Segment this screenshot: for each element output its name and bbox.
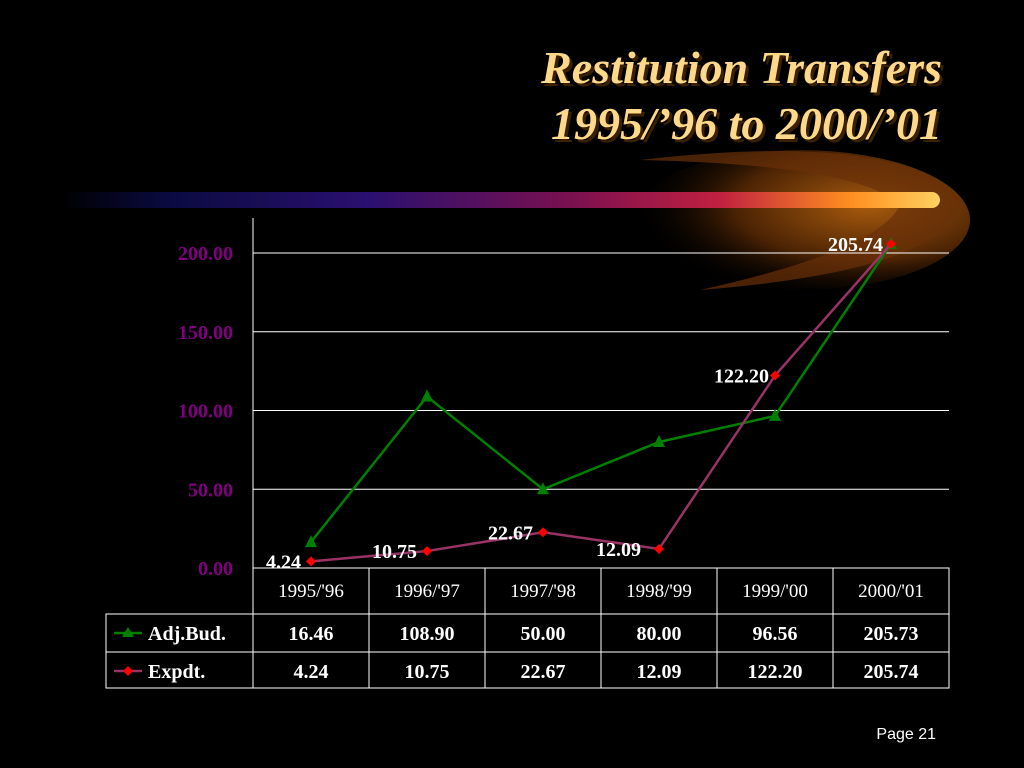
data-label: 4.24 xyxy=(266,551,301,573)
data-table-cell: 16.46 xyxy=(289,623,334,645)
data-point-expdt xyxy=(770,370,780,381)
data-point-expdt xyxy=(306,556,316,567)
data-label: 12.09 xyxy=(596,539,641,561)
data-point-expdt xyxy=(886,238,896,249)
data-label: 122.20 xyxy=(714,366,769,388)
data-point-expdt xyxy=(654,543,664,554)
x-category-label: 1995/'96 xyxy=(278,581,344,602)
data-table-cell: 80.00 xyxy=(637,623,682,645)
data-table-cell: 50.00 xyxy=(521,623,566,645)
data-point-adj-bud xyxy=(305,535,317,548)
title-line-2: 1995/’96 to 2000/’01 xyxy=(551,98,942,149)
y-tick-label: 0.00 xyxy=(198,558,233,580)
x-category-label: 1996/'97 xyxy=(394,581,460,602)
legend-label: Adj.Bud. xyxy=(148,623,226,645)
data-table-cell: 4.24 xyxy=(294,661,329,683)
x-category-label: 1998/'99 xyxy=(626,581,692,602)
legend-label: Expdt. xyxy=(148,661,205,683)
data-table-cell: 96.56 xyxy=(753,623,798,645)
legend-marker-diamond xyxy=(123,666,133,676)
x-category-label: 1999/'00 xyxy=(742,581,808,602)
series-line-expdt xyxy=(310,243,892,563)
series-line-adj-bud xyxy=(310,243,893,543)
data-table-cell: 12.09 xyxy=(637,661,682,683)
data-point-adj-bud xyxy=(653,435,665,447)
legend-marker-triangle xyxy=(122,627,134,637)
title-line-1: Restitution Transfers xyxy=(541,42,942,93)
data-table-cell: 10.75 xyxy=(405,661,450,683)
x-category-label: 2000/'01 xyxy=(858,581,924,602)
data-label: 22.67 xyxy=(488,522,533,544)
data-point-adj-bud xyxy=(769,408,781,421)
data-table-cell: 122.20 xyxy=(748,661,803,683)
data-table-cell: 205.74 xyxy=(864,661,919,683)
x-category-label: 1997/'98 xyxy=(510,581,576,602)
data-table-cell: 205.73 xyxy=(864,623,919,645)
data-label: 205.74 xyxy=(828,234,883,256)
y-tick-label: 100.00 xyxy=(178,401,233,423)
data-point-adj-bud xyxy=(537,482,549,495)
y-tick-label: 200.00 xyxy=(178,243,233,265)
y-tick-label: 50.00 xyxy=(188,479,233,501)
data-label: 10.75 xyxy=(372,541,417,563)
data-table-cell: 22.67 xyxy=(521,661,566,683)
y-tick-label: 150.00 xyxy=(178,322,233,344)
data-point-expdt xyxy=(422,546,432,557)
page-number: Page 21 xyxy=(876,726,936,743)
data-table-cell: 108.90 xyxy=(400,623,455,645)
data-point-expdt xyxy=(538,527,548,538)
data-point-adj-bud xyxy=(421,389,433,402)
slide-title: Restitution Transfers 1995/’96 to 2000/’… xyxy=(541,40,942,152)
